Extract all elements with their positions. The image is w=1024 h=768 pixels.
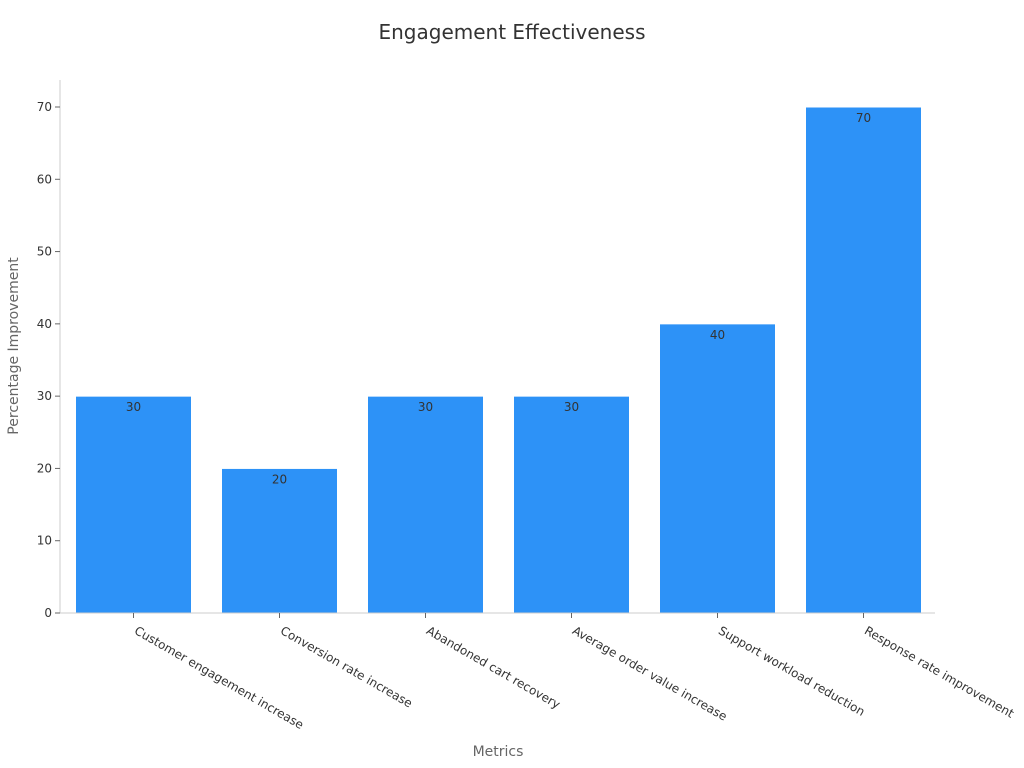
bar-data-label: 30 [418, 400, 433, 414]
x-axis-title: Metrics [473, 744, 524, 760]
y-tick-label: 30 [37, 389, 52, 403]
x-tick-label: Average order value increase [570, 623, 729, 723]
y-axis-title: Percentage Improvement [6, 257, 22, 435]
chart-title: Engagement Effectiveness [378, 20, 646, 44]
bar-data-label: 70 [856, 111, 871, 125]
bar-data-label: 30 [126, 400, 141, 414]
y-tick-label: 70 [37, 100, 52, 114]
x-tick-label: Conversion rate increase [278, 623, 415, 710]
x-tick-label: Customer engagement increase [132, 623, 306, 732]
x-tick-label: Support workload reduction [716, 623, 867, 718]
y-tick-label: 10 [37, 534, 52, 548]
bar [805, 106, 922, 614]
bar [221, 467, 338, 614]
bar-data-label: 40 [710, 328, 725, 342]
bar [513, 395, 630, 614]
bar-data-label: 30 [564, 400, 579, 414]
bar [659, 323, 776, 614]
y-tick-label: 60 [37, 172, 52, 186]
y-tick-label: 0 [44, 606, 52, 620]
bar [367, 395, 484, 614]
x-tick-label: Response rate improvement [862, 623, 1017, 720]
bars-layer: 30 20 30 30 40 70 [75, 106, 922, 614]
y-tick-label: 50 [37, 245, 52, 259]
y-tick-label: 20 [37, 461, 52, 475]
bar-data-label: 20 [272, 472, 287, 486]
x-tick-label: Abandoned cart recovery [424, 623, 563, 711]
y-tick-label: 40 [37, 317, 52, 331]
bar [75, 395, 192, 614]
